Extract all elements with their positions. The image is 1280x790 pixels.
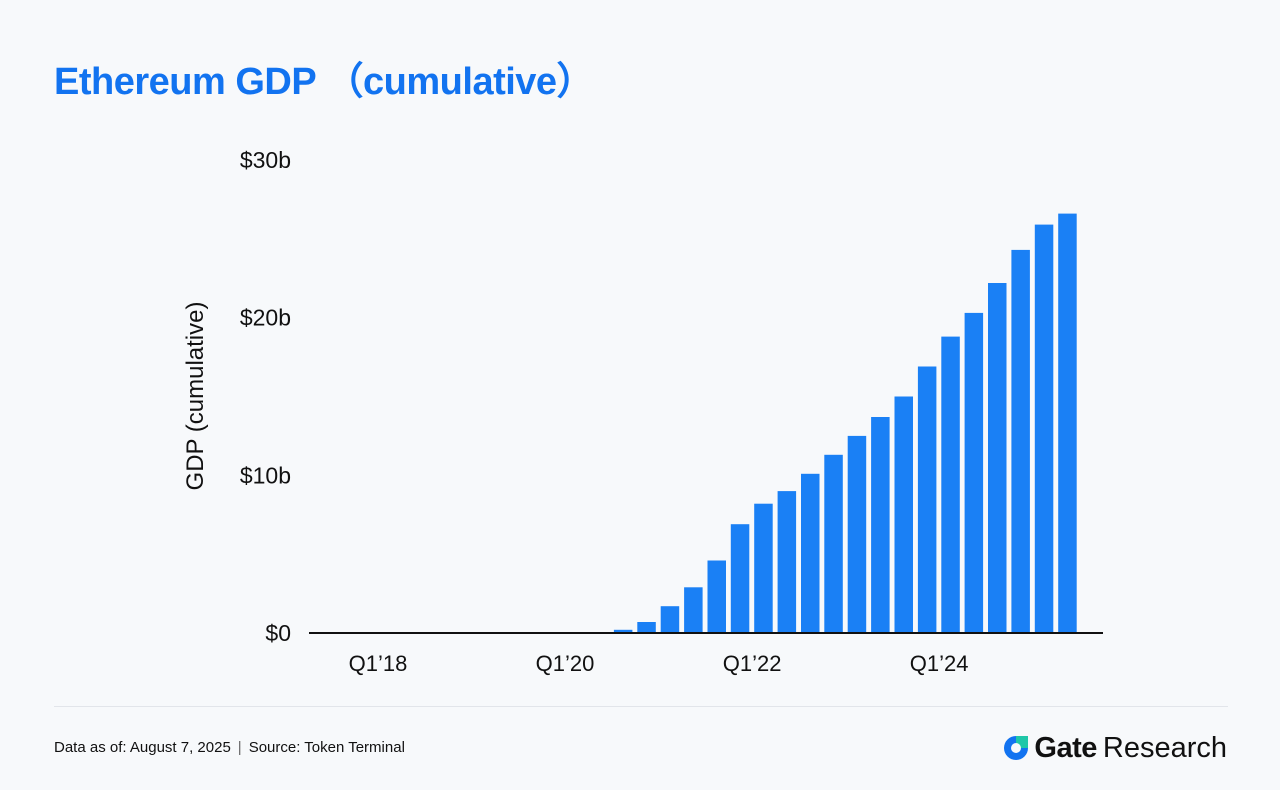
y-tick-label: $30b [240,147,291,173]
brand-name: Gate [1034,731,1097,764]
bar-Q3-25 [1058,213,1077,633]
bar-Q1-21 [637,622,656,633]
x-tick-label: Q1’20 [536,651,595,676]
y-tick-label: $10b [240,462,291,488]
gate-research-logo: Gate Research [1002,728,1227,768]
bar-Q2-21 [660,606,680,633]
bar-Q2-22 [754,503,773,633]
bar-chart: $0 $10b $20b $30b GDP (cumulative) Q1’18 Q1’20… [182,147,1103,676]
x-tick-label: Q1’24 [910,651,969,676]
footer-divider [54,706,1228,707]
bar-Q1-25 [1011,249,1030,633]
bar-Q3-22 [777,491,797,633]
bar-Q1-23 [824,454,843,633]
bar-Q4-24 [988,283,1007,633]
bar-Q1-22 [730,524,750,633]
y-tick-label: $0 [265,620,291,646]
x-tick-label: Q1’18 [349,651,408,676]
bar-Q2-24 [941,336,960,633]
bar-Q2-25 [1034,224,1054,633]
bar-Q4-22 [801,473,820,633]
bar-Q3-24 [964,312,984,633]
y-tick-label: $20b [240,305,291,331]
source-label: Source: Token Terminal [248,739,405,756]
bar-Q1-24 [917,366,937,633]
bar-Q4-23 [894,396,913,633]
y-axis-label: GDP (cumulative) [182,302,209,491]
x-tick-label: Q1’22 [723,651,782,676]
bar-Q3-23 [871,417,890,633]
brand-suffix: Research [1102,731,1227,764]
footer-info: Data as of: August 7, 2025 | Source: Token… [54,739,405,756]
data-as-of: Data as of: August 7, 2025 [54,739,231,756]
bar-Q3-21 [684,587,703,633]
bar-Q4-21 [707,560,726,633]
gate-logo-icon [1004,736,1029,760]
bar-Q2-23 [847,435,867,633]
chart-title: Ethereum GDP （cumulative） [54,61,595,103]
footer-separator: | [237,739,242,756]
bar-Q4-20 [613,629,633,633]
